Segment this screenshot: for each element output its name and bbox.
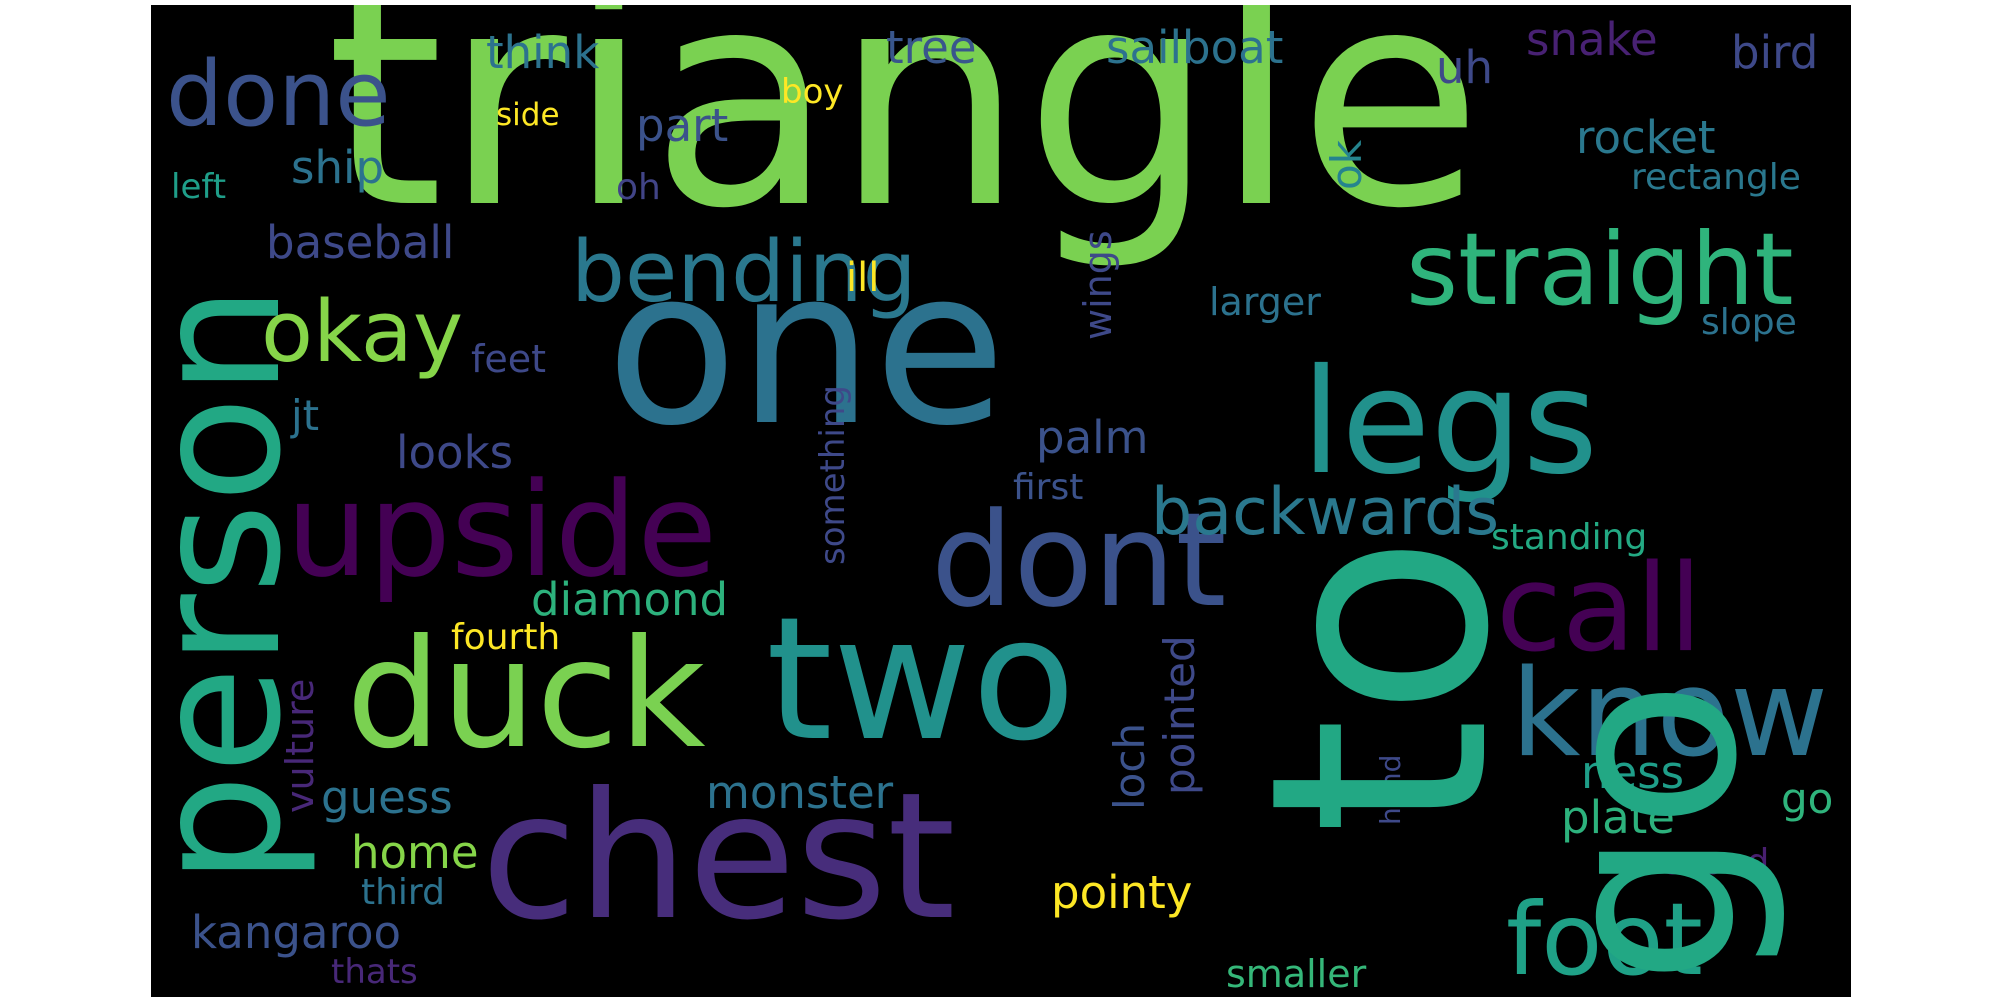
word-two: two <box>766 581 1076 779</box>
word-monster: monster <box>706 766 894 819</box>
word-cloud: triangle person one two chest duck upside dont l… <box>151 5 1851 997</box>
word-slope: slope <box>1701 302 1797 343</box>
word-upside: upside <box>286 454 718 606</box>
word-ok: ok <box>1322 139 1371 190</box>
word-diamond: diamond <box>531 573 729 626</box>
word-dont: dont <box>931 484 1227 636</box>
word-ill: ill <box>846 255 880 301</box>
word-straight: straight <box>1406 211 1794 328</box>
word-ness: ness <box>1581 746 1685 799</box>
word-side: side <box>496 97 560 133</box>
word-backwards: backwards <box>1151 475 1500 550</box>
word-something: something <box>813 384 853 565</box>
word-left: left <box>171 167 227 207</box>
word-duck: duck <box>346 608 706 782</box>
word-one: one <box>606 222 1007 473</box>
word-tree: tree <box>886 21 977 74</box>
word-oh: oh <box>616 167 661 208</box>
word-ship: ship <box>291 141 385 194</box>
word-thats: thats <box>331 952 418 992</box>
word-home: home <box>351 826 479 879</box>
word-fourth: fourth <box>451 617 561 658</box>
word-go: go <box>1781 774 1834 823</box>
word-legs: legs <box>1301 338 1599 507</box>
word-wings: wings <box>1076 230 1120 340</box>
word-sailboat: sailboat <box>1106 21 1284 74</box>
word-to: to <box>1206 533 1555 835</box>
word-feet: feet <box>471 337 547 381</box>
word-standing: standing <box>1491 517 1648 558</box>
word-know: know <box>1511 645 1829 784</box>
word-kangaroo: kangaroo <box>191 906 402 959</box>
word-guess: guess <box>321 771 453 824</box>
word-triangle: triangle <box>326 5 1483 274</box>
word-second: second <box>1641 842 1770 883</box>
word-snake: snake <box>1526 13 1658 66</box>
word-rocket: rocket <box>1576 111 1716 164</box>
word-foot: foot <box>1506 881 1703 997</box>
word-call: call <box>1496 540 1703 679</box>
word-rectangle: rectangle <box>1631 157 1801 198</box>
word-plate: plate <box>1561 791 1675 844</box>
word-looks: looks <box>396 426 514 479</box>
word-go: go <box>1506 679 1791 985</box>
word-jt: jt <box>291 391 320 440</box>
word-baseball: baseball <box>266 216 455 269</box>
word-larger: larger <box>1209 280 1321 324</box>
word-part: part <box>636 99 729 152</box>
word-third: third <box>361 872 445 913</box>
word-vulture: vulture <box>278 678 322 813</box>
word-bending: bending <box>571 223 917 322</box>
word-loch: loch <box>1105 722 1154 810</box>
word-bird: bird <box>1731 26 1819 79</box>
word-done: done <box>166 42 391 147</box>
word-boy: boy <box>781 72 844 112</box>
word-think: think <box>486 26 600 79</box>
word-first: first <box>1013 467 1084 508</box>
word-pointy: pointy <box>1051 866 1193 919</box>
word-chest: chest <box>481 756 956 959</box>
word-okay: okay <box>261 283 464 382</box>
word-smaller: smaller <box>1226 952 1367 996</box>
word-pointed: pointed <box>1155 635 1204 795</box>
word-uh: uh <box>1436 41 1494 94</box>
word-palm: palm <box>1036 411 1149 464</box>
